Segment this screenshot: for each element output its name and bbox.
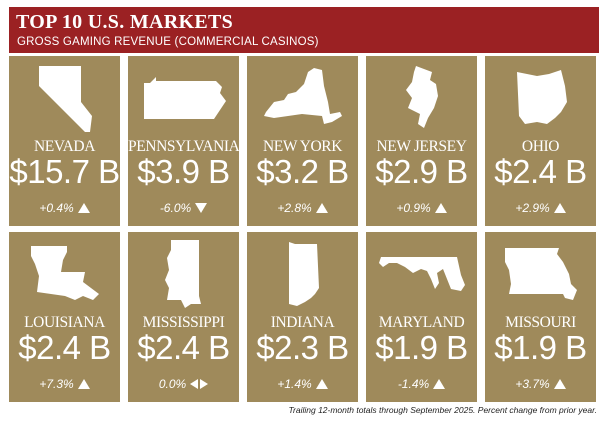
arrow-up-icon bbox=[553, 378, 566, 392]
louisiana-shape-icon bbox=[9, 238, 120, 310]
arrow-up-icon bbox=[315, 378, 328, 392]
state-name: MISSISSIPPI bbox=[142, 314, 225, 331]
markets-grid: NEVADA $15.7 B +0.4% PENNSYLVANIA $3.9 B… bbox=[9, 56, 596, 402]
revenue-value: $15.7 B bbox=[9, 153, 120, 190]
missouri-shape-icon bbox=[485, 238, 596, 310]
market-card-new-jersey: NEW JERSEY $2.9 B +0.9% bbox=[366, 56, 477, 226]
arrow-down-icon bbox=[195, 202, 208, 216]
state-name: NEW JERSEY bbox=[376, 138, 467, 155]
revenue-value: $2.9 B bbox=[375, 153, 468, 190]
market-card-indiana: INDIANA $2.3 B +1.4% bbox=[247, 232, 358, 402]
change-percent: -6.0% bbox=[159, 201, 192, 215]
change-percent: -1.4% bbox=[397, 377, 430, 391]
change-percent: 0.0% bbox=[158, 377, 187, 391]
new-york-shape-icon bbox=[247, 62, 358, 134]
market-card-ohio: OHIO $2.4 B +2.9% bbox=[485, 56, 596, 226]
change-row: -6.0% bbox=[128, 201, 239, 216]
revenue-value: $2.3 B bbox=[256, 329, 349, 366]
change-row: 0.0% bbox=[128, 377, 239, 392]
change-percent: +0.4% bbox=[39, 201, 74, 215]
revenue-value: $3.9 B bbox=[137, 153, 230, 190]
revenue-value: $2.4 B bbox=[137, 329, 230, 366]
revenue-value: $3.2 B bbox=[256, 153, 349, 190]
change-row: +3.7% bbox=[485, 377, 596, 392]
change-row: +7.3% bbox=[9, 377, 120, 392]
state-name: INDIANA bbox=[270, 314, 335, 331]
page-subtitle: GROSS GAMING REVENUE (COMMERCIAL CASINOS… bbox=[17, 36, 319, 48]
arrow-up-icon bbox=[315, 202, 328, 216]
state-name: LOUISIANA bbox=[24, 314, 105, 331]
revenue-value: $1.9 B bbox=[494, 329, 587, 366]
market-card-maryland: MARYLAND $1.9 B -1.4% bbox=[366, 232, 477, 402]
change-row: +0.4% bbox=[9, 201, 120, 216]
market-card-mississippi: MISSISSIPPI $2.4 B 0.0% bbox=[128, 232, 239, 402]
market-card-pennsylvania: PENNSYLVANIA $3.9 B -6.0% bbox=[128, 56, 239, 226]
state-name: MARYLAND bbox=[378, 314, 465, 331]
nevada-shape-icon bbox=[9, 62, 120, 134]
revenue-value: $2.4 B bbox=[494, 153, 587, 190]
maryland-shape-icon bbox=[366, 238, 477, 310]
arrow-up-icon bbox=[553, 202, 566, 216]
revenue-value: $2.4 B bbox=[18, 329, 111, 366]
change-percent: +7.3% bbox=[39, 377, 74, 391]
mississippi-shape-icon bbox=[128, 238, 239, 310]
header-banner: TOP 10 U.S. MARKETS GROSS GAMING REVENUE… bbox=[9, 7, 599, 53]
change-percent: +0.9% bbox=[396, 201, 431, 215]
revenue-value: $1.9 B bbox=[375, 329, 468, 366]
new-jersey-shape-icon bbox=[366, 62, 477, 134]
arrow-up-icon bbox=[434, 202, 447, 216]
change-percent: +1.4% bbox=[277, 377, 312, 391]
state-name: NEVADA bbox=[33, 138, 96, 155]
state-name: MISSOURI bbox=[505, 314, 576, 331]
change-percent: +2.9% bbox=[515, 201, 550, 215]
pennsylvania-shape-icon bbox=[128, 62, 239, 134]
market-card-nevada: NEVADA $15.7 B +0.4% bbox=[9, 56, 120, 226]
market-card-new-york: NEW YORK $3.2 B +2.8% bbox=[247, 56, 358, 226]
change-row: +0.9% bbox=[366, 201, 477, 216]
change-percent: +2.8% bbox=[277, 201, 312, 215]
ohio-shape-icon bbox=[485, 62, 596, 134]
change-row: +2.9% bbox=[485, 201, 596, 216]
state-name: NEW YORK bbox=[262, 138, 343, 155]
change-percent: +3.7% bbox=[515, 377, 550, 391]
arrow-up-icon bbox=[77, 202, 90, 216]
indiana-shape-icon bbox=[247, 238, 358, 310]
change-row: +2.8% bbox=[247, 201, 358, 216]
page-title: TOP 10 U.S. MARKETS bbox=[16, 11, 234, 33]
market-card-louisiana: LOUISIANA $2.4 B +7.3% bbox=[9, 232, 120, 402]
market-card-missouri: MISSOURI $1.9 B +3.7% bbox=[485, 232, 596, 402]
arrow-up-icon bbox=[433, 378, 446, 392]
change-row: +1.4% bbox=[247, 377, 358, 392]
state-name: PENNSYLVANIA bbox=[128, 138, 239, 155]
state-name: OHIO bbox=[521, 138, 560, 155]
footnote: Trailing 12-month totals through Septemb… bbox=[288, 405, 597, 415]
change-row: -1.4% bbox=[366, 377, 477, 392]
arrow-left-right-icon bbox=[190, 378, 209, 392]
arrow-up-icon bbox=[77, 378, 90, 392]
